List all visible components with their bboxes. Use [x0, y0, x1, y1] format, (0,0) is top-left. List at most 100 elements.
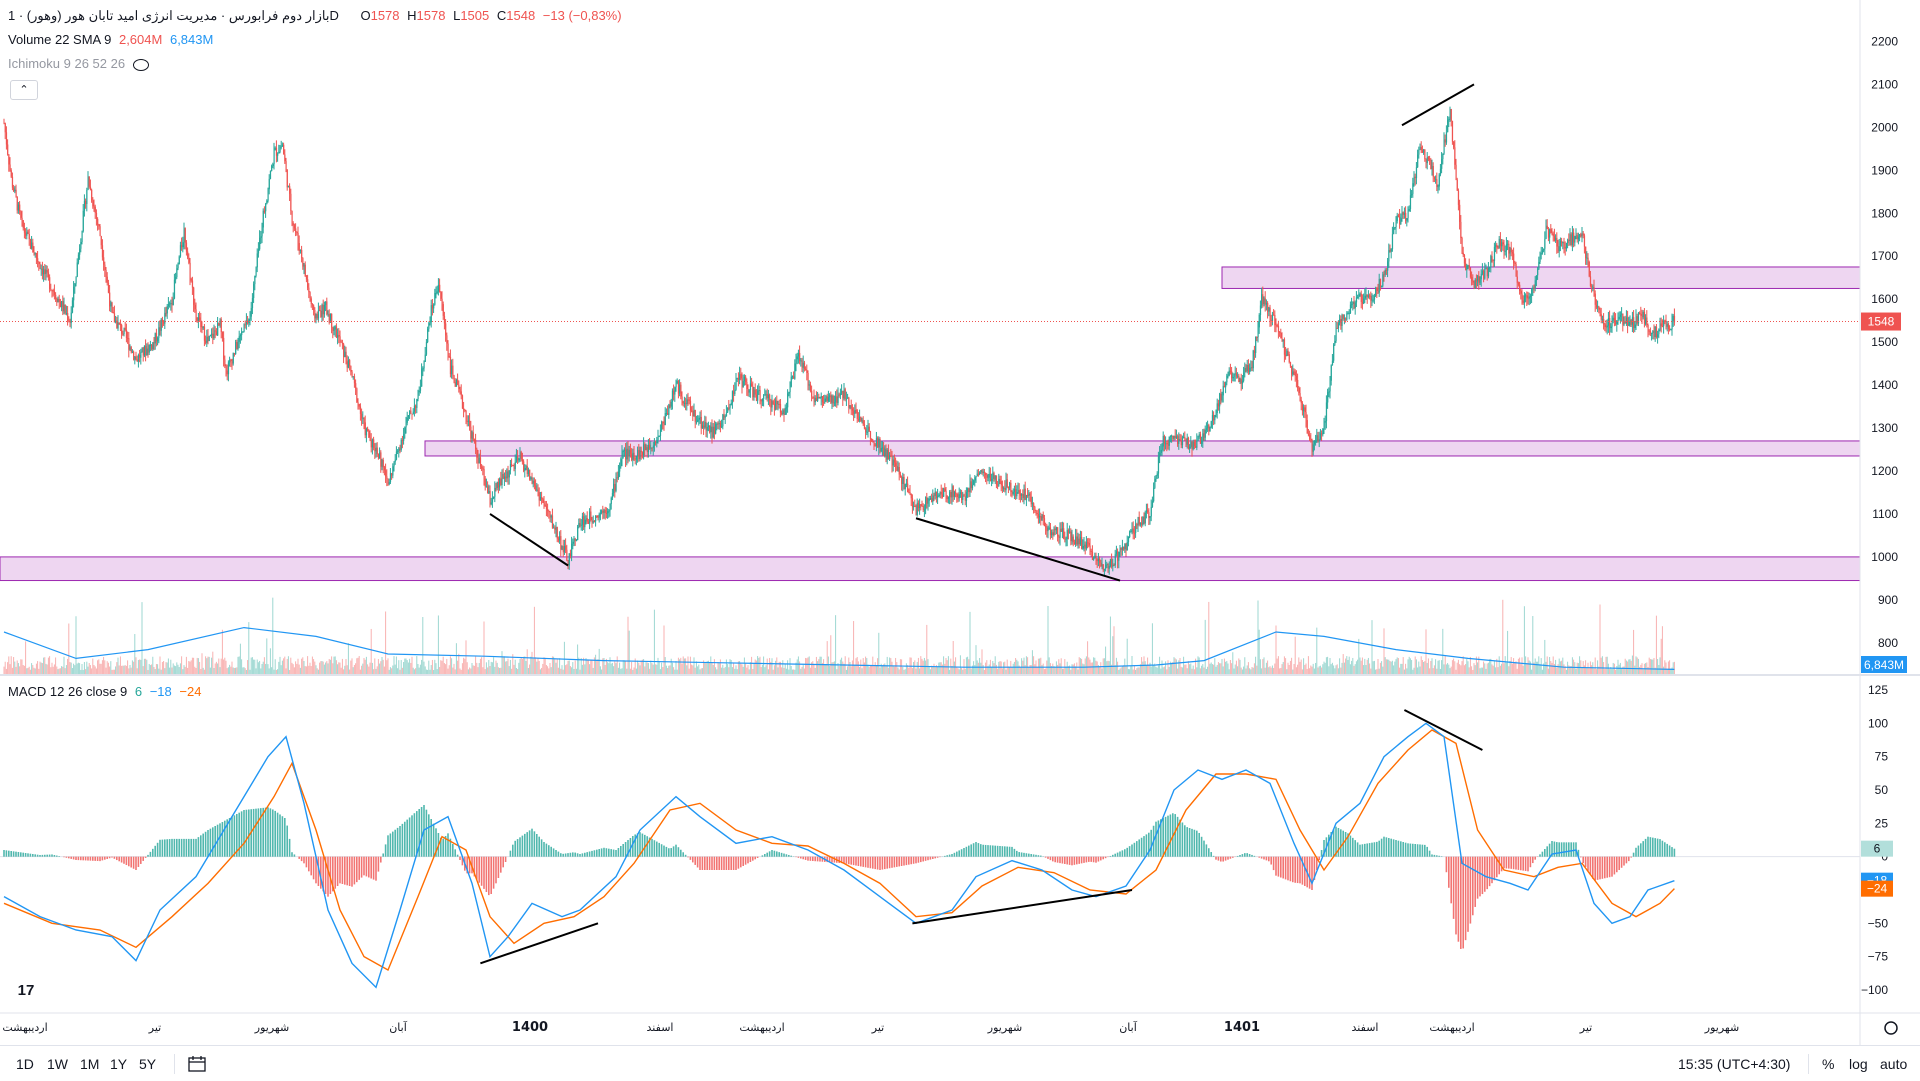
candle-body — [59, 301, 62, 308]
candle-body — [599, 512, 602, 515]
candle-body — [1187, 437, 1190, 449]
candle-body — [1562, 242, 1564, 244]
candle-body — [97, 218, 99, 225]
candle-body — [503, 476, 506, 479]
candle-body — [1193, 441, 1196, 447]
candle-body — [497, 482, 500, 488]
tradingview-logo[interactable]: 17 — [12, 980, 40, 1002]
candle-body — [831, 396, 833, 403]
candle-body — [928, 498, 930, 501]
candle-body — [446, 335, 448, 344]
candle-body — [99, 226, 101, 237]
range-5y-button[interactable]: 5Y — [139, 1056, 157, 1072]
candle-body — [1502, 242, 1504, 245]
candle-body — [1538, 261, 1540, 270]
volume-legend[interactable]: Volume 22 SMA 9 2,604M 6,843M — [8, 32, 217, 47]
candle-body — [129, 347, 131, 350]
candle-body — [1537, 269, 1539, 276]
clock-timezone[interactable]: 15:35 (UTC+4:30) — [1678, 1056, 1791, 1072]
candle-body — [213, 330, 215, 339]
candle-body — [1365, 294, 1367, 296]
auto-scale-button[interactable]: auto — [1880, 1056, 1908, 1072]
price-tick-label: 1600 — [1871, 292, 1898, 306]
candle-body — [1265, 302, 1268, 305]
percent-scale-button[interactable]: % — [1822, 1056, 1835, 1072]
macd-line-value: −18 — [149, 684, 172, 699]
candle-body — [218, 323, 220, 326]
candle-body — [1553, 236, 1556, 241]
candle-body — [739, 374, 741, 380]
ichimoku-legend[interactable]: Ichimoku 9 26 52 26 — [8, 56, 153, 71]
candle-body — [137, 355, 140, 362]
candle-body — [1483, 270, 1485, 279]
candle-body — [1304, 407, 1306, 413]
candle-body — [1204, 429, 1206, 438]
candle-body — [1526, 295, 1528, 299]
symbol-title[interactable]: بازار دوم فرابورس · مدیریت انرژی امید تا… — [8, 8, 339, 23]
candle-body — [308, 287, 310, 293]
candle-body — [143, 345, 146, 356]
candle-body — [415, 405, 417, 408]
candle-body — [980, 470, 982, 473]
candle-body — [13, 187, 15, 192]
candle-body — [1229, 370, 1232, 372]
macd-tick-label: 125 — [1868, 683, 1888, 697]
candle-body — [901, 476, 903, 484]
candle-body — [1118, 551, 1120, 561]
candle-body — [932, 495, 934, 502]
candle-body — [1528, 296, 1530, 299]
range-1y-button[interactable]: 1Y — [110, 1056, 128, 1072]
ohlc-close-label: C — [496, 8, 507, 23]
candle-body — [1336, 327, 1338, 329]
candle-body — [1383, 274, 1385, 276]
candle-body — [1160, 449, 1162, 453]
range-1m-button[interactable]: 1M — [80, 1056, 100, 1072]
candle-body — [333, 329, 335, 331]
range-1d-button[interactable]: 1D — [16, 1056, 34, 1072]
candle-body — [531, 477, 533, 484]
candle-body — [830, 395, 832, 403]
candle-body — [205, 340, 207, 343]
price-trendline — [915, 517, 1121, 582]
candle-body — [212, 333, 214, 339]
candle-body — [148, 345, 150, 353]
candle-body — [1370, 295, 1372, 301]
candle-body — [57, 299, 59, 303]
macd-trendline — [1403, 709, 1483, 751]
candle-body — [356, 388, 358, 403]
hidden-eye-icon[interactable] — [132, 58, 149, 71]
candle-body — [189, 262, 191, 279]
candle-body — [1495, 244, 1497, 247]
candle-body — [371, 439, 374, 448]
candle-body — [255, 267, 257, 276]
candle-body — [89, 186, 92, 190]
candle-body — [1564, 246, 1566, 249]
candle-body — [1091, 551, 1094, 560]
macd-legend[interactable]: MACD 12 26 close 9 6 −18 −24 — [8, 684, 205, 699]
candle-body — [1065, 539, 1067, 541]
candle-body — [675, 383, 677, 388]
candle-body — [501, 473, 503, 486]
candle-body — [891, 456, 893, 466]
settings-gear-icon[interactable] — [1884, 1021, 1898, 1035]
candle-body — [602, 510, 604, 513]
candle-body — [1307, 433, 1310, 436]
candle-body — [871, 438, 873, 442]
log-scale-button[interactable]: log — [1849, 1056, 1868, 1072]
range-1w-button[interactable]: 1W — [47, 1056, 68, 1072]
candle-body — [365, 428, 368, 436]
candle-body — [643, 444, 645, 455]
candle-body — [905, 483, 908, 485]
candle-body — [151, 344, 153, 350]
candle-body — [107, 282, 110, 293]
candle-body — [1246, 364, 1248, 372]
candle-body — [245, 320, 248, 325]
candle-body — [332, 327, 334, 331]
candle-body — [844, 389, 846, 399]
candle-body — [683, 402, 686, 404]
collapse-legend-button[interactable]: ⌃ — [10, 80, 38, 100]
candle-body — [863, 424, 866, 429]
goto-date-icon[interactable] — [188, 1056, 206, 1072]
candle-body — [1111, 559, 1113, 567]
